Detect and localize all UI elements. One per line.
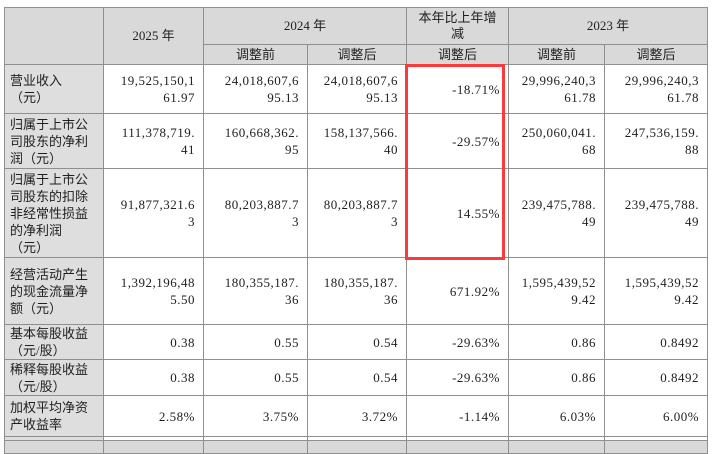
row-label: 归属于上市公 司股东的扣除 非经常性损益 的净利润 （元） [4,168,104,258]
value-cell: 247,536,159. 88 [604,113,709,169]
value-cell: 111,378,719. 41 [103,113,204,169]
value-cell: 0.86 [508,324,606,360]
value-cell: 0.38 [103,324,204,360]
value-cell: 0.54 [306,324,408,360]
subheader-2023-adjusted-before: 调整前 [508,44,606,65]
value-cell: 158,137,566. 40 [306,113,408,169]
value-cell: 80,203,887.7 3 [306,168,408,258]
table-row-deducted-net-profit: 归属于上市公 司股东的扣除 非经常性损益 的净利润 （元） 91,877,321… [4,168,709,258]
value-cell: 24,018,607,6 95.13 [203,64,308,114]
header-2023: 2023 年 [508,7,709,45]
row-label: 加权平均净资 产收益率 [4,395,104,437]
table-row-operating-cash-flow: 经营活动产生 的现金流量净 额（元） 1,392,196,48 5.50 180… [4,257,709,325]
value-cell: 1,595,439,52 9.42 [604,257,709,325]
financial-summary-table: 2025 年 2024 年 本年比上年增 减 2023 年 调整前 调整后 调整… [4,7,709,454]
partial-row-cell [604,440,709,454]
table-row-partial-gray [4,440,709,454]
value-cell: 3.72% [306,395,408,437]
row-label: 经营活动产生 的现金流量净 额（元） [4,257,104,325]
value-cell: 80,203,887.7 3 [203,168,308,258]
change-cell: 671.92% [406,257,510,325]
header-2025: 2025 年 [103,7,204,65]
partial-row-cell [203,440,308,454]
row-label: 稀释每股收益 （元/股） [4,359,104,396]
change-cell: 14.55% [406,168,510,258]
partial-row-cell [306,440,408,454]
table-row-weighted-average-roe: 加权平均净资 产收益率 2.58% 3.75% 3.72% -1.14% 6.0… [4,395,709,437]
header-2024: 2024 年 [202,7,408,45]
value-cell: 0.54 [306,359,408,396]
value-cell: 0.55 [203,359,308,396]
value-cell: 19,525,150,1 61.97 [103,64,204,114]
row-label: 归属于上市公 司股东的净利 润（元） [4,113,104,169]
table-row-net-profit: 归属于上市公 司股东的净利 润（元） 111,378,719. 41 160,6… [4,113,709,169]
value-cell: 239,475,788. 49 [604,168,709,258]
subheader-2024-adjusted-before: 调整前 [203,44,308,65]
header-change: 本年比上年增 减 [406,7,510,45]
value-cell: 91,877,321.6 3 [103,168,204,258]
table-row-basic-eps: 基本每股收益 （元/股） 0.38 0.55 0.54 -29.63% 0.86… [4,324,709,360]
value-cell: 2.58% [103,395,204,437]
partial-row-cell [406,440,510,454]
value-cell: 250,060,041. 68 [508,113,606,169]
table-row-diluted-eps: 稀释每股收益 （元/股） 0.38 0.55 0.54 -29.63% 0.86… [4,359,709,396]
value-cell: 29,996,240,3 61.78 [508,64,606,114]
subheader-2023-adjusted-after: 调整后 [604,44,709,65]
value-cell: 1,392,196,48 5.50 [103,257,204,325]
value-cell: 180,355,187. 36 [306,257,408,325]
value-cell: 6.00% [604,395,709,437]
value-cell: 3.75% [203,395,308,437]
value-cell: 180,355,187. 36 [203,257,308,325]
value-cell: 1,595,439,52 9.42 [508,257,606,325]
change-cell: -29.57% [406,113,510,169]
subheader-change-adjusted-after: 调整后 [406,44,510,65]
change-cell: -18.71% [406,64,510,114]
corner-cell [4,7,104,65]
subheader-2024-adjusted-after: 调整后 [306,44,408,65]
partial-row-cell [103,440,204,454]
value-cell: 0.38 [103,359,204,396]
partial-row-cell [508,440,606,454]
value-cell: 0.8492 [604,359,709,396]
value-cell: 6.03% [508,395,606,437]
value-cell: 24,018,607,6 95.13 [306,64,408,114]
partial-row-cell [4,440,104,454]
value-cell: 160,668,362. 95 [203,113,308,169]
value-cell: 0.55 [203,324,308,360]
table-row-revenue: 营业收入 （元） 19,525,150,1 61.97 24,018,607,6… [4,64,709,114]
change-cell: -29.63% [406,359,510,396]
change-cell: -29.63% [406,324,510,360]
value-cell: 0.86 [508,359,606,396]
row-label: 基本每股收益 （元/股） [4,324,104,360]
value-cell: 0.8492 [604,324,709,360]
row-label: 营业收入 （元） [4,64,104,114]
value-cell: 29,996,240,3 61.78 [604,64,709,114]
change-cell: -1.14% [406,395,510,437]
value-cell: 239,475,788. 49 [508,168,606,258]
